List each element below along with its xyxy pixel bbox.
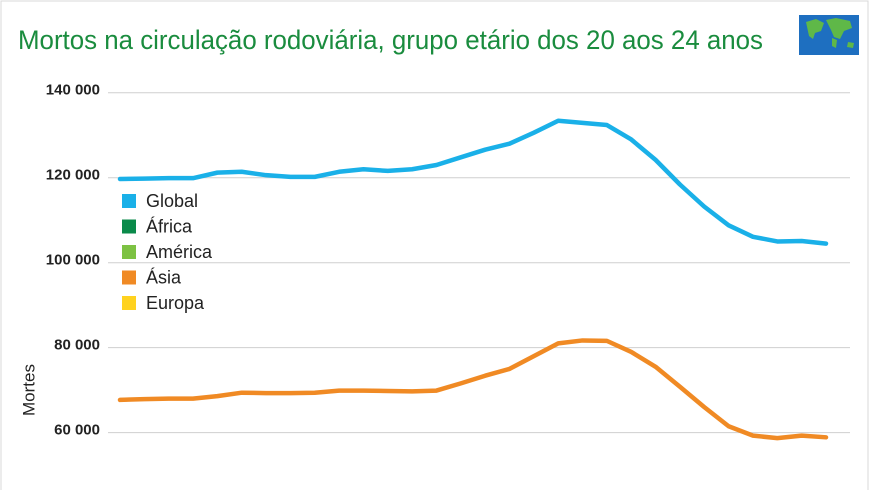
y-tick-label: 80 000 xyxy=(54,337,100,354)
line xyxy=(117,338,829,441)
legend-swatch xyxy=(122,270,136,285)
legend-label: Europa xyxy=(146,293,205,313)
legend-label: Ásia xyxy=(146,267,182,287)
legend-label: América xyxy=(146,242,213,262)
legend-swatch xyxy=(122,245,136,259)
legend-label: Global xyxy=(146,191,198,211)
y-tick-label: 60 000 xyxy=(54,422,100,439)
line xyxy=(117,118,829,246)
legend-swatch xyxy=(122,296,136,310)
y-axis-label: Mortes xyxy=(19,364,38,416)
y-tick-label: 140 000 xyxy=(46,82,100,99)
y-tick-label: 120 000 xyxy=(46,167,100,184)
legend-swatch xyxy=(122,219,136,234)
chart-title: Mortos na circulação rodoviária, grupo e… xyxy=(18,25,763,55)
legend-swatch xyxy=(122,194,136,208)
y-tick-label: 100 000 xyxy=(46,252,100,269)
legend-label: África xyxy=(146,216,193,236)
world-icon xyxy=(799,15,859,55)
